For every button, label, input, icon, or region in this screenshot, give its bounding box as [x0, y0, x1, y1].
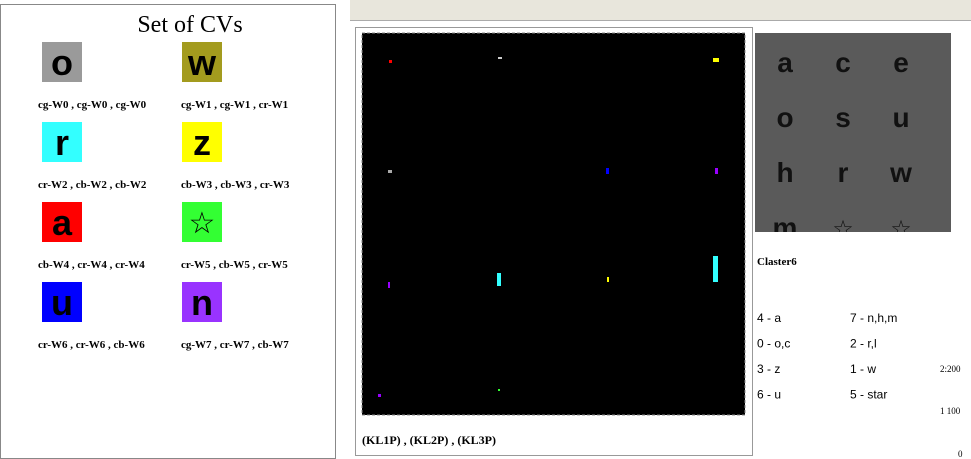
- dot: [715, 168, 718, 174]
- cv-caption: cr-W6 , cr-W6 , cb-W6: [38, 339, 145, 351]
- cv-caption: cg-W0 , cg-W0 , cg-W0: [38, 99, 147, 111]
- dot: [378, 394, 381, 397]
- title: Set of CVs: [137, 12, 242, 38]
- side-label: 1 100: [940, 406, 961, 416]
- cv-caption: cg-W7 , cr-W7 , cb-W7: [181, 339, 289, 351]
- legend-entry: 6 - u: [757, 388, 781, 402]
- cv-caption: cb-W4 , cr-W4 , cr-W4: [38, 259, 145, 271]
- cv-letter: z: [193, 122, 211, 163]
- side-label: 2:200: [940, 364, 961, 374]
- grid-letter: a: [777, 47, 793, 78]
- plot-image: [362, 33, 745, 415]
- cv-letter: w: [187, 42, 217, 83]
- top-bar: [350, 0, 971, 20]
- grid-letter: r: [838, 157, 849, 188]
- grid-letter: u: [892, 102, 909, 133]
- dot: [388, 170, 392, 173]
- legend-entry: 0 - o,c: [757, 337, 790, 351]
- cluster-label: Claster6: [757, 256, 797, 268]
- legend-entry: 7 - n,h,m: [850, 311, 897, 325]
- cv-caption: cg-W1 , cg-W1 , cr-W1: [181, 99, 288, 111]
- dot: [606, 168, 609, 174]
- legend-entry: 4 - a: [757, 311, 781, 325]
- cv-letter: a: [52, 202, 73, 243]
- page: Set of CVs (KL1P) , (KL2P) , (KL3P) a c e z…: [0, 0, 971, 459]
- dot: [389, 60, 392, 63]
- dot: [498, 57, 502, 59]
- grid-letter: o: [776, 102, 793, 133]
- legend-entry: 3 - z: [757, 362, 780, 376]
- dot: [713, 256, 718, 282]
- grid-letter: e: [893, 47, 909, 78]
- grid-letter: h: [776, 157, 793, 188]
- grid-letter: s: [835, 102, 851, 133]
- dot: [497, 273, 501, 286]
- cv-letter: n: [191, 282, 213, 323]
- cv-letter: o: [51, 42, 73, 83]
- grid-letter: w: [889, 157, 912, 188]
- cv-letter: ☆: [189, 206, 216, 241]
- legend-entry: 5 - star: [850, 388, 887, 402]
- dot: [713, 58, 719, 62]
- side-label: 0: [958, 449, 963, 459]
- grid-letter: c: [835, 47, 851, 78]
- legend-entry: 1 - w: [850, 362, 876, 376]
- plot-caption: (KL1P) , (KL2P) , (KL3P): [362, 433, 496, 447]
- dot: [498, 389, 500, 391]
- legend-entry: 2 - r,l: [850, 337, 877, 351]
- dot: [388, 282, 390, 288]
- cv-caption: cr-W5 , cb-W5 , cr-W5: [181, 259, 288, 271]
- cv-caption: cr-W2 , cb-W2 , cb-W2: [38, 179, 147, 191]
- cv-letter: r: [55, 122, 69, 163]
- cv-letter: u: [51, 282, 73, 323]
- dot: [607, 277, 609, 282]
- cv-caption: cb-W3 , cb-W3 , cr-W3: [181, 179, 290, 191]
